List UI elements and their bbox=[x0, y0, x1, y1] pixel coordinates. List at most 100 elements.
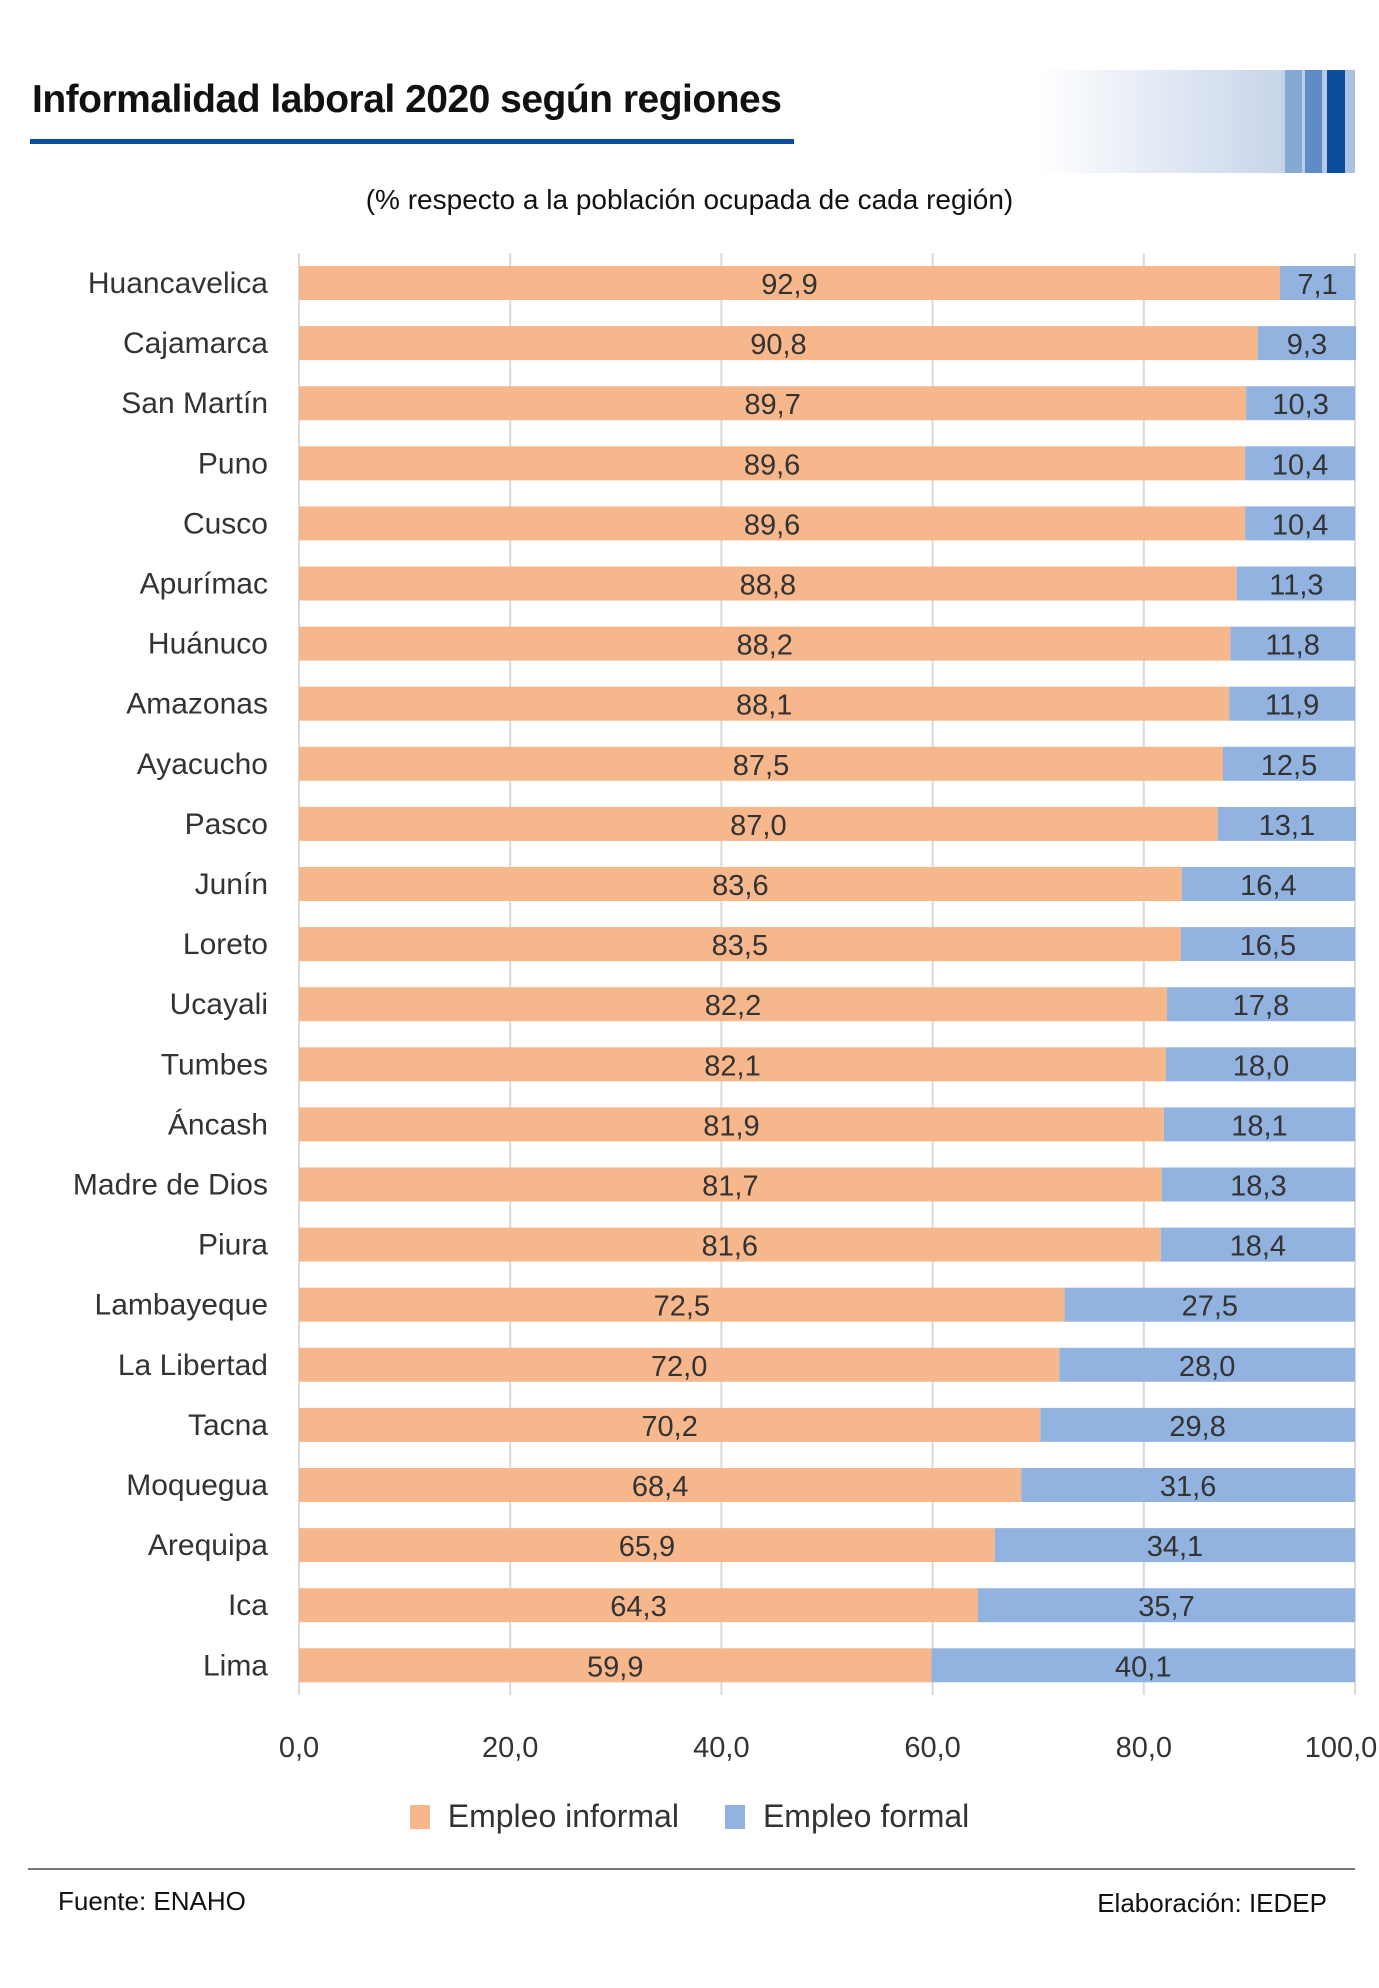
data-label-formal: 12,5 bbox=[1261, 750, 1317, 782]
data-label-formal: 13,1 bbox=[1259, 810, 1315, 842]
data-label-formal: 10,4 bbox=[1272, 509, 1328, 541]
bar-informal bbox=[299, 1047, 1166, 1082]
data-label-informal: 83,5 bbox=[712, 930, 768, 962]
bar-informal bbox=[299, 266, 1281, 300]
category-label: Tacna bbox=[188, 1409, 268, 1442]
data-label-formal: 11,3 bbox=[1269, 570, 1323, 602]
data-label-informal: 92,9 bbox=[761, 269, 817, 301]
data-label-formal: 27,5 bbox=[1182, 1291, 1238, 1323]
data-label-formal: 18,4 bbox=[1230, 1231, 1286, 1263]
data-label-informal: 64,3 bbox=[610, 1591, 666, 1623]
data-label-formal: 31,6 bbox=[1160, 1471, 1216, 1503]
bar-formal bbox=[1059, 1347, 1355, 1382]
bar-informal bbox=[299, 1528, 995, 1563]
bar-informal bbox=[299, 746, 1223, 781]
category-label: Lima bbox=[203, 1649, 268, 1682]
data-label-informal: 68,4 bbox=[632, 1471, 688, 1503]
data-label-formal: 18,1 bbox=[1231, 1110, 1287, 1142]
data-label-informal: 89,7 bbox=[744, 389, 800, 421]
data-label-formal: 16,5 bbox=[1240, 930, 1296, 962]
bar-formal bbox=[994, 1528, 1355, 1563]
x-tick-label: 80,0 bbox=[1116, 1732, 1172, 1764]
category-label: Ica bbox=[228, 1589, 268, 1622]
legend-item-informal: Empleo informal bbox=[409, 1798, 679, 1835]
bar-chart: 0,0 20,0 40,0 60,0 80,0 100,0 Huancavelica 92,9… bbox=[73, 253, 1378, 1764]
data-label-informal: 81,7 bbox=[702, 1171, 758, 1203]
x-tick-label: 60,0 bbox=[904, 1732, 960, 1764]
data-label-informal: 72,0 bbox=[651, 1351, 707, 1383]
bar-formal bbox=[1246, 386, 1355, 421]
bar-formal bbox=[1245, 506, 1355, 541]
data-label-informal: 87,0 bbox=[730, 810, 786, 842]
source-note: Fuente: ENAHO bbox=[58, 1886, 246, 1916]
category-label: Moquegua bbox=[126, 1469, 268, 1502]
bar-informal bbox=[299, 1227, 1161, 1262]
bar-formal bbox=[1064, 1287, 1355, 1322]
bar-informal bbox=[299, 566, 1237, 601]
category-label: La Libertad bbox=[118, 1349, 268, 1382]
category-label: Apurímac bbox=[140, 568, 268, 601]
data-label-formal: 34,1 bbox=[1147, 1531, 1203, 1563]
bar-formal bbox=[1230, 626, 1355, 661]
bar-formal bbox=[978, 1588, 1355, 1623]
bar-informal bbox=[299, 1407, 1041, 1442]
data-label-formal: 40,1 bbox=[1115, 1651, 1171, 1683]
x-tick-label: 100,0 bbox=[1305, 1732, 1378, 1764]
data-label-informal: 83,6 bbox=[712, 870, 768, 902]
category-label: Arequipa bbox=[148, 1529, 268, 1562]
title-underline bbox=[30, 139, 794, 144]
bar-formal bbox=[1165, 1047, 1357, 1082]
chart-subtitle: (% respecto a la población ocupada de ca… bbox=[365, 184, 1014, 215]
credit-note: Elaboración: IEDEP bbox=[1097, 1888, 1327, 1918]
bar-formal bbox=[1236, 566, 1357, 601]
data-label-informal: 88,8 bbox=[740, 570, 796, 602]
category-label: Amazonas bbox=[126, 688, 268, 721]
header-decoration bbox=[1037, 70, 1355, 173]
data-label-informal: 81,6 bbox=[702, 1231, 758, 1263]
bar-informal bbox=[299, 867, 1182, 901]
data-label-informal: 59,9 bbox=[587, 1651, 643, 1683]
category-label: Cajamarca bbox=[123, 327, 268, 360]
bar-informal bbox=[299, 1648, 932, 1683]
bar-formal bbox=[1229, 686, 1355, 721]
data-label-formal: 11,8 bbox=[1266, 630, 1320, 662]
bar-formal bbox=[1180, 927, 1355, 962]
bar-formal bbox=[1245, 446, 1355, 481]
legend-swatch-informal bbox=[409, 1804, 430, 1829]
data-label-informal: 81,9 bbox=[703, 1110, 759, 1142]
data-label-formal: 10,3 bbox=[1272, 389, 1328, 421]
bar-informal bbox=[299, 987, 1168, 1022]
data-label-formal: 7,1 bbox=[1297, 269, 1337, 301]
data-label-formal: 11,9 bbox=[1265, 690, 1319, 722]
category-label: Áncash bbox=[168, 1108, 268, 1141]
bar-informal bbox=[299, 1167, 1162, 1202]
category-label: Cusco bbox=[183, 507, 268, 540]
data-label-formal: 17,8 bbox=[1233, 990, 1289, 1022]
data-label-formal: 35,7 bbox=[1138, 1591, 1194, 1623]
data-label-informal: 88,1 bbox=[736, 690, 792, 722]
bar-formal bbox=[1223, 746, 1355, 781]
bar-formal bbox=[1040, 1407, 1355, 1442]
data-label-informal: 89,6 bbox=[744, 449, 800, 481]
bar-informal bbox=[299, 686, 1230, 721]
bar-informal bbox=[299, 1468, 1022, 1502]
category-label: Tumbes bbox=[161, 1048, 268, 1081]
data-label-formal: 10,4 bbox=[1272, 449, 1328, 481]
bar-formal bbox=[1280, 266, 1355, 300]
bar-formal bbox=[1021, 1468, 1355, 1502]
bar-informal bbox=[299, 1107, 1164, 1142]
data-label-informal: 87,5 bbox=[733, 750, 789, 782]
bar-informal bbox=[299, 626, 1231, 661]
x-tick-label: 20,0 bbox=[482, 1732, 538, 1764]
footer-divider bbox=[28, 1868, 1355, 1870]
data-label-formal: 28,0 bbox=[1179, 1351, 1235, 1383]
bar-formal bbox=[1167, 987, 1355, 1022]
data-label-informal: 90,8 bbox=[750, 329, 806, 361]
category-label: San Martín bbox=[121, 387, 268, 420]
bar-formal bbox=[931, 1648, 1355, 1683]
chart-title: Informalidad laboral 2020 según regiones bbox=[32, 78, 782, 121]
bar-informal bbox=[299, 927, 1181, 962]
legend-swatch-formal bbox=[724, 1804, 745, 1829]
data-label-informal: 72,5 bbox=[654, 1291, 710, 1323]
legend-label-informal: Empleo informal bbox=[447, 1798, 679, 1834]
